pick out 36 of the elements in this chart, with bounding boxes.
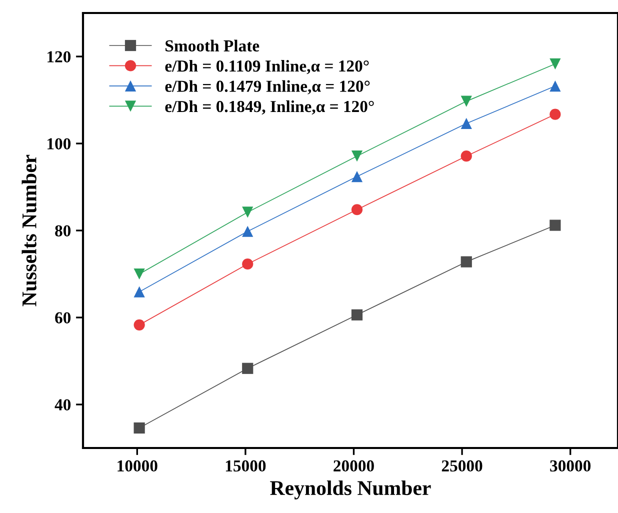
point xyxy=(351,204,363,216)
point xyxy=(242,258,254,270)
x-tick-label: 25000 xyxy=(442,460,482,472)
point xyxy=(550,220,561,231)
point xyxy=(460,118,472,130)
legend-label: e/Dh = 0.1479 Inline,α = 120° xyxy=(165,80,370,94)
x-axis-title: Reynolds Number xyxy=(270,480,431,500)
point xyxy=(460,96,472,107)
point xyxy=(351,171,363,182)
point xyxy=(242,226,254,237)
point xyxy=(550,108,561,120)
y-axis-title: Nusselts Number xyxy=(22,154,36,306)
legend-label: e/Dh = 0.1109 Inline,α = 120° xyxy=(165,60,369,74)
point xyxy=(134,268,145,280)
y-tick-label: 40 xyxy=(54,399,71,410)
x-tick-label: 30000 xyxy=(550,460,591,472)
legend-label: e/Dh = 0.1849, Inline,α = 120° xyxy=(165,100,374,115)
point xyxy=(550,58,561,70)
y-tick-label: 80 xyxy=(55,225,71,236)
y-tick-label: 60 xyxy=(55,312,71,324)
point xyxy=(242,206,254,218)
x-tick-label: 20000 xyxy=(334,460,374,472)
point xyxy=(460,256,472,268)
x-tick-label: 15000 xyxy=(226,460,266,472)
point xyxy=(134,422,145,434)
x-tick-label: 10000 xyxy=(118,460,158,472)
point xyxy=(134,286,145,298)
point xyxy=(242,362,254,374)
point xyxy=(134,319,145,330)
legend-label: Smooth Plate xyxy=(166,40,260,52)
y-tick-label: 100 xyxy=(48,138,71,150)
point xyxy=(351,309,363,320)
point xyxy=(460,150,472,162)
point xyxy=(351,150,363,162)
point xyxy=(550,80,561,92)
y-tick-label: 120 xyxy=(48,51,71,62)
